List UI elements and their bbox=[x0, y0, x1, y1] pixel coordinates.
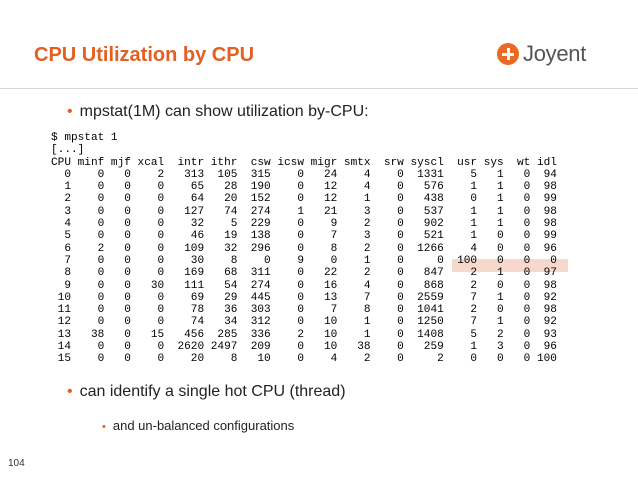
page-number: 104 bbox=[8, 458, 25, 469]
slide-title: CPU Utilization by CPU bbox=[34, 44, 255, 66]
terminal-line: [...] bbox=[51, 144, 85, 157]
cpu-row-13: 13 38 0 15 456 285 336 2 10 1 0 1408 5 2… bbox=[51, 328, 557, 341]
bullet-text: can identify a single hot CPU (thread) bbox=[79, 383, 346, 400]
cpu-row-14: 14 0 0 0 2620 2497 209 0 10 38 0 259 1 3… bbox=[51, 341, 557, 354]
sub-bullet-text: and un-balanced configurations bbox=[112, 418, 295, 433]
cpu-row-10: 10 0 0 0 69 29 445 0 13 7 0 2559 7 1 0 9… bbox=[51, 291, 557, 304]
bullet-dot-icon: • bbox=[102, 421, 106, 433]
bullet-text: mpstat(1M) can show utilization by-CPU: bbox=[79, 103, 369, 120]
cpu-row-11: 11 0 0 0 78 36 303 0 7 8 0 1041 2 0 0 98 bbox=[51, 304, 557, 317]
cpu-row-0: 0 0 0 2 313 105 315 0 24 4 0 1331 5 1 0 … bbox=[51, 168, 557, 181]
cpu-row-1: 1 0 0 0 65 28 190 0 12 4 0 576 1 1 0 98 bbox=[51, 181, 557, 194]
cpu-row-7: 7 0 0 0 30 8 0 9 0 1 0 0 100 0 0 0 bbox=[51, 254, 557, 267]
cpu-row-5: 5 0 0 0 46 19 138 0 7 3 0 521 1 0 0 99 bbox=[51, 230, 557, 243]
logo-text: Joyent bbox=[523, 41, 587, 66]
mpstat-output: $ mpstat 1 [...] CPU minf mjf xcal intr it… bbox=[51, 132, 557, 366]
cpu-row-4: 4 0 0 0 32 5 229 0 9 2 0 902 1 1 0 98 bbox=[51, 218, 557, 231]
bullet-dot-icon: • bbox=[67, 383, 73, 400]
cpu-row-12: 12 0 0 0 74 34 312 0 10 1 0 1250 7 1 0 9… bbox=[51, 316, 557, 329]
sub-bullet-unbalanced: • and un-balanced configurations bbox=[102, 418, 294, 433]
bullet-hot-cpu: • can identify a single hot CPU (thread) bbox=[67, 383, 346, 401]
cpu-row-9: 9 0 0 30 111 54 274 0 16 4 0 868 2 0 0 9… bbox=[51, 279, 557, 292]
terminal-line: $ mpstat 1 bbox=[51, 132, 118, 144]
cpu-row-3: 3 0 0 0 127 74 274 1 21 3 0 537 1 1 0 98 bbox=[51, 205, 557, 218]
title-divider bbox=[0, 88, 638, 89]
hot-cpu-highlight bbox=[452, 259, 568, 272]
terminal-header-row: CPU minf mjf xcal intr ithr csw icsw mig… bbox=[51, 156, 557, 169]
cpu-row-6: 6 2 0 0 109 32 296 0 8 2 0 1266 4 0 0 96 bbox=[51, 242, 557, 255]
bullet-mpstat: • mpstat(1M) can show utilization by-CPU: bbox=[67, 103, 369, 121]
cpu-row-15: 15 0 0 0 20 8 10 0 4 2 0 2 0 0 0 100 bbox=[51, 353, 557, 366]
cpu-row-2: 2 0 0 0 64 20 152 0 12 1 0 438 0 1 0 99 bbox=[51, 193, 557, 206]
cpu-row-8: 8 0 0 0 169 68 311 0 22 2 0 847 2 1 0 97 bbox=[51, 267, 557, 280]
bullet-dot-icon: • bbox=[67, 103, 73, 120]
joyent-logo: Joyent bbox=[497, 40, 586, 68]
joyent-plus-icon bbox=[497, 43, 519, 65]
